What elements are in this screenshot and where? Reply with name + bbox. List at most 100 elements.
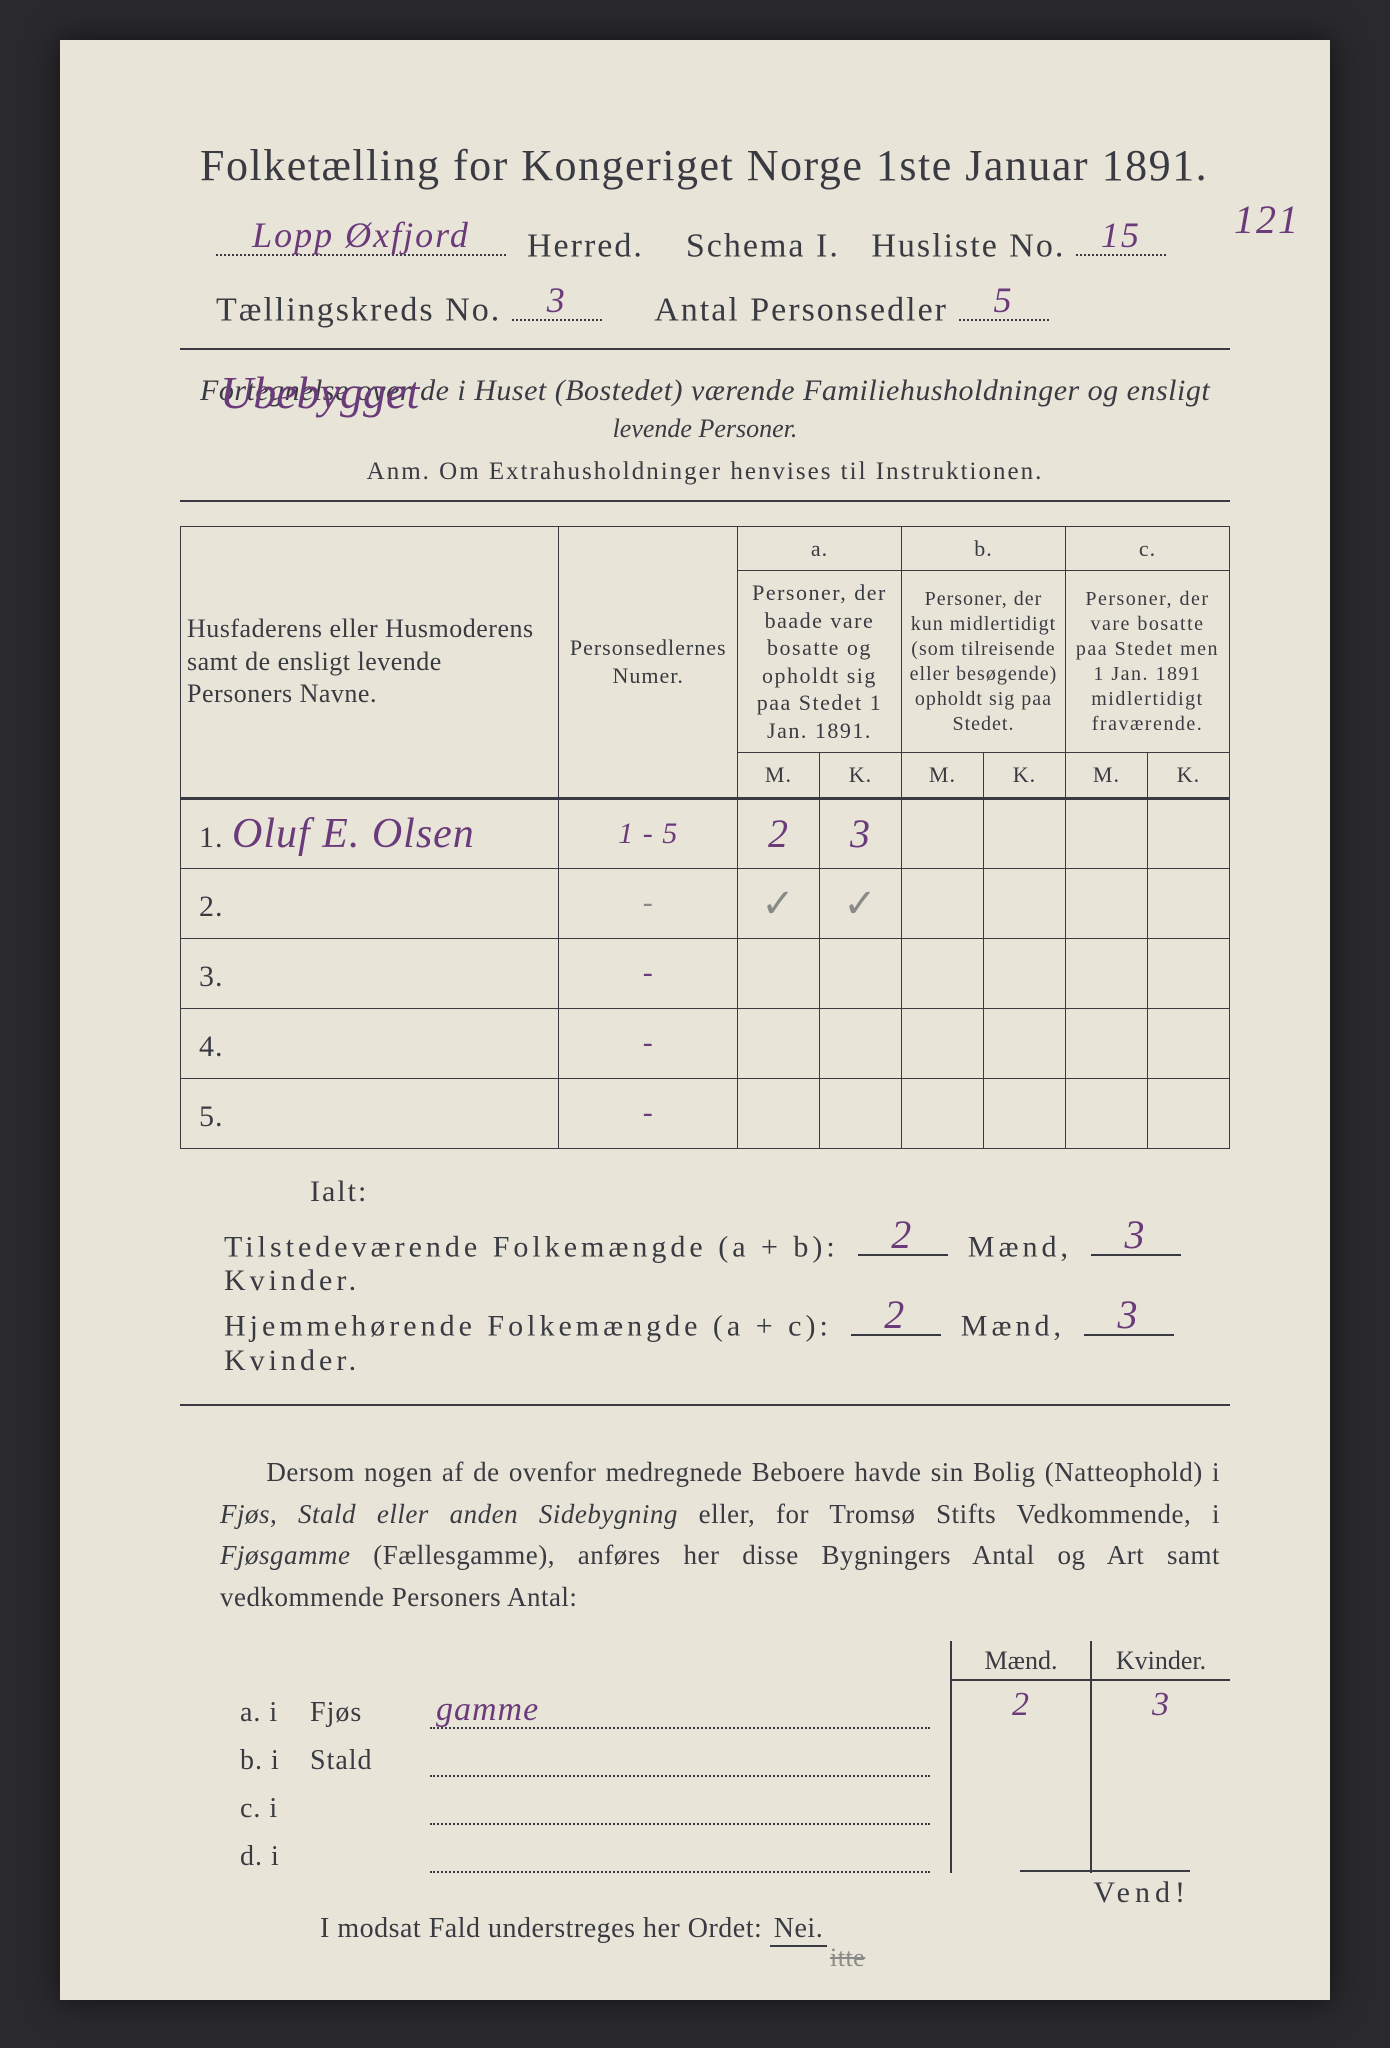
- byg-k: [1090, 1825, 1230, 1873]
- husliste-label: Husliste No.: [871, 227, 1065, 264]
- cell-ps: -: [559, 1008, 737, 1078]
- byg-m: [950, 1777, 1090, 1825]
- byg-k: 3: [1090, 1681, 1230, 1729]
- cell-name: 1. Oluf E. Olsen: [181, 798, 559, 868]
- antal-label: Antal Personsedler: [654, 292, 948, 329]
- maend-label: Mænd,: [961, 1310, 1065, 1343]
- hjemme-label: Hjemmehørende Folkemængde (a + c):: [224, 1310, 832, 1343]
- cell-c-k: [1147, 798, 1229, 868]
- cell-a-k: [819, 1008, 901, 1078]
- cell-a-m: 2: [737, 798, 819, 868]
- nei-word: Nei.: [770, 1913, 827, 1947]
- cell-ps: 1 - 5: [559, 798, 737, 868]
- byg-k: [1090, 1729, 1230, 1777]
- table-row: 5. -: [181, 1078, 1230, 1148]
- cell-ps: -: [559, 1078, 737, 1148]
- cell-c-k: [1147, 938, 1229, 1008]
- struck-annotation: itte: [830, 1943, 1230, 1973]
- col-b-m: M.: [901, 753, 983, 799]
- ialt-label: Ialt:: [310, 1175, 1230, 1209]
- cell-b-m: [901, 868, 983, 938]
- kvinder-label: Kvinder.: [224, 1264, 360, 1297]
- husliste-value: 15: [1076, 214, 1166, 256]
- col-header-names: Husfaderens eller Husmoderens samt de en…: [181, 526, 559, 798]
- hjemme-k: 3: [1084, 1291, 1174, 1338]
- col-header-b-label: b.: [901, 526, 1065, 571]
- cell-b-m: [901, 1078, 983, 1148]
- kreds-label: Tællingskreds No.: [216, 292, 501, 329]
- cell-c-m: [1065, 798, 1147, 868]
- byg-type: Fjøs: [310, 1697, 430, 1729]
- bygning-row: d. i: [240, 1825, 1230, 1873]
- cell-c-m: [1065, 1008, 1147, 1078]
- cell-b-k: [983, 868, 1065, 938]
- col-a-m: M.: [737, 753, 819, 799]
- byg-extra: gamme: [436, 1691, 539, 1729]
- kvinder-label: Kvinder.: [224, 1344, 360, 1377]
- antal-value: 5: [959, 279, 1049, 321]
- cell-c-m: [1065, 868, 1147, 938]
- cell-name: 2.: [181, 868, 559, 938]
- divider: [180, 1404, 1230, 1406]
- col-header-c-label: c.: [1065, 526, 1229, 571]
- anm-note: Anm. Om Extrahusholdninger henvises til …: [180, 458, 1230, 486]
- cell-ps: -: [559, 938, 737, 1008]
- kreds-value: 3: [512, 279, 602, 321]
- cell-c-m: [1065, 938, 1147, 1008]
- para-i1: Fjøs, Stald eller anden Sidebygning: [220, 1499, 678, 1529]
- cell-name: 3.: [181, 938, 559, 1008]
- col-header-personsedler: Personsedlernes Numer.: [559, 526, 737, 798]
- bygning-row: b. iStald: [240, 1729, 1230, 1777]
- header-line-herred: Lopp Øxfjord Herred. Schema I. Husliste …: [216, 219, 1230, 265]
- cell-c-m: [1065, 1078, 1147, 1148]
- cell-c-k: [1147, 868, 1229, 938]
- vend-label: Vend!: [1020, 1870, 1190, 1910]
- bygning-hdr-m: Mænd.: [950, 1641, 1090, 1681]
- cell-a-m: [737, 1078, 819, 1148]
- byg-m: [950, 1729, 1090, 1777]
- table-row: 4. -: [181, 1008, 1230, 1078]
- byg-label: c. i: [240, 1793, 310, 1825]
- cell-c-k: [1147, 1008, 1229, 1078]
- col-b-k: K.: [983, 753, 1065, 799]
- byg-dots: [430, 1845, 930, 1873]
- para-t1: Dersom nogen af de ovenfor medregnede Be…: [266, 1457, 1220, 1487]
- herred-label: Herred.: [527, 227, 644, 264]
- total-hjemme: Hjemmehørende Folkemængde (a + c): 2 Mæn…: [224, 1304, 1230, 1378]
- bygning-header: Mænd. Kvinder.: [240, 1641, 1230, 1681]
- cell-a-k: [819, 938, 901, 1008]
- page-title: Folketælling for Kongeriget Norge 1ste J…: [200, 140, 1230, 191]
- byg-k: [1090, 1777, 1230, 1825]
- total-tilstede: Tilstedeværende Folkemængde (a + b): 2 M…: [224, 1225, 1230, 1299]
- byg-label: a. i: [240, 1697, 310, 1729]
- cell-b-k: [983, 798, 1065, 868]
- tilstede-k: 3: [1091, 1211, 1181, 1258]
- cell-a-k: 3: [819, 798, 901, 868]
- bygning-row: c. i: [240, 1777, 1230, 1825]
- byg-label: b. i: [240, 1745, 310, 1777]
- sidebygning-paragraph: Dersom nogen af de ovenfor medregnede Be…: [220, 1452, 1220, 1619]
- divider: [180, 500, 1230, 502]
- bygning-rows: a. iFjøsgamme23b. iStaldc. id. i: [180, 1681, 1230, 1873]
- cell-c-k: [1147, 1078, 1229, 1148]
- para-i2: Fjøsgamme: [220, 1540, 350, 1570]
- table-row: 3. -: [181, 938, 1230, 1008]
- cell-b-m: [901, 938, 983, 1008]
- byg-m: [950, 1825, 1090, 1873]
- cell-b-m: [901, 798, 983, 868]
- cell-b-k: [983, 1078, 1065, 1148]
- byg-type: Stald: [310, 1745, 430, 1777]
- cell-a-m: ✓: [737, 868, 819, 938]
- cell-b-k: [983, 1008, 1065, 1078]
- cell-ps: -: [559, 868, 737, 938]
- col-header-c-desc: Personer, der vare bosatte paa Stedet me…: [1065, 571, 1229, 753]
- cell-b-k: [983, 938, 1065, 1008]
- maend-label: Mænd,: [968, 1230, 1072, 1263]
- table-body: 1. Oluf E. Olsen1 - 5232. -✓✓3. -4. -5. …: [181, 798, 1230, 1148]
- bygning-hdr-k: Kvinder.: [1090, 1641, 1230, 1681]
- col-header-b-desc: Personer, der kun midlertidigt (som tilr…: [901, 571, 1065, 753]
- byg-dots: gamme: [430, 1701, 930, 1729]
- byg-m: 2: [950, 1681, 1090, 1729]
- margin-annotation: 121: [1234, 196, 1300, 243]
- col-c-m: M.: [1065, 753, 1147, 799]
